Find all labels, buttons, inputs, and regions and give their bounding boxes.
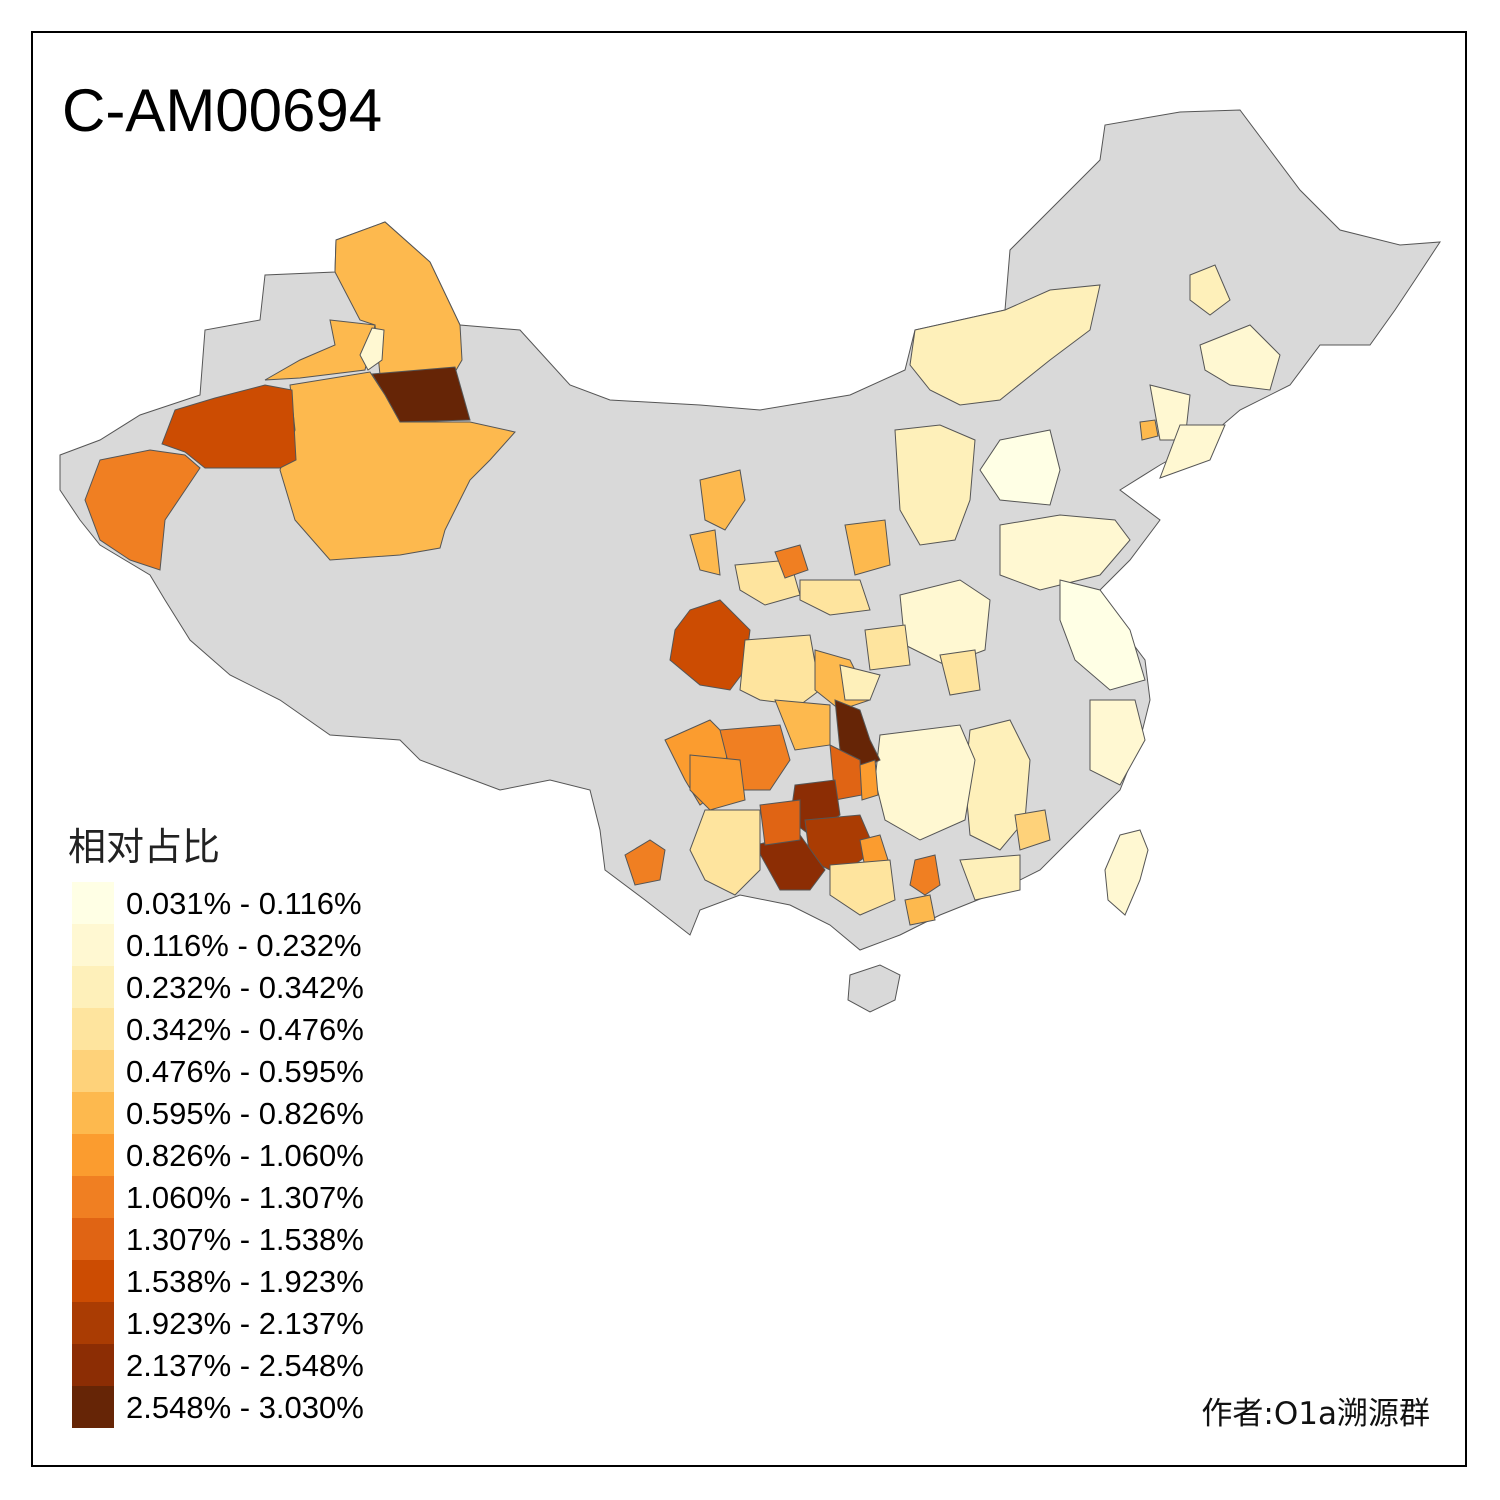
taiwan-island [1104, 829, 1149, 916]
region-sichuan-a [739, 634, 821, 706]
hainan-island [847, 964, 901, 1013]
legend-item: 0.595% - 0.826% [72, 1092, 412, 1134]
legend-swatch [72, 1176, 114, 1218]
region-aba [669, 599, 751, 691]
legend-swatch [72, 1008, 114, 1050]
region-liaoning-c [1159, 424, 1226, 479]
region-guangxi-f [829, 859, 896, 916]
region-shaanxi-b [844, 519, 891, 576]
legend-item: 1.060% - 1.307% [72, 1176, 412, 1218]
legend-label: 0.232% - 0.342% [126, 970, 364, 1005]
legend-label: 0.595% - 0.826% [126, 1096, 364, 1131]
legend-label: 1.307% - 1.538% [126, 1222, 364, 1257]
legend-item: 1.307% - 1.538% [72, 1218, 412, 1260]
region-hubei-b [939, 649, 981, 696]
region-zhejiang [1089, 699, 1146, 786]
legend-label: 1.538% - 1.923% [126, 1264, 364, 1299]
legend-item: 0.116% - 0.232% [72, 924, 412, 966]
region-ningxia [699, 469, 746, 531]
region-gansu-a [689, 529, 721, 576]
legend-item: 1.923% - 2.137% [72, 1302, 412, 1344]
region-shaanxi [799, 579, 871, 616]
legend-swatch [72, 882, 114, 924]
legend-item: 0.826% - 1.060% [72, 1134, 412, 1176]
legend-label: 0.116% - 0.232% [126, 928, 362, 963]
region-gansu-c [774, 544, 809, 579]
region-ili [161, 384, 297, 469]
region-chongqing [839, 664, 881, 701]
region-guangdong-d [904, 894, 936, 926]
region-anhui-jiangsu [1059, 579, 1146, 691]
legend-label: 0.031% - 0.116% [126, 886, 362, 921]
legend-swatch [72, 1050, 114, 1092]
legend-swatch [72, 966, 114, 1008]
legend-label: 1.923% - 2.137% [126, 1306, 364, 1341]
map-title: C-AM00694 [62, 77, 383, 144]
legend-item: 0.342% - 0.476% [72, 1008, 412, 1050]
region-hulunbuir [909, 284, 1101, 406]
region-altay [334, 221, 463, 376]
region-kashgar [84, 449, 201, 571]
legend-label: 0.826% - 1.060% [126, 1138, 364, 1173]
legend-item: 0.232% - 0.342% [72, 966, 412, 1008]
region-guangdong-b [959, 854, 1021, 901]
legend-swatch [72, 1218, 114, 1260]
legend-swatch [72, 1134, 114, 1176]
region-hubei [864, 624, 911, 671]
legend-item: 1.538% - 1.923% [72, 1260, 412, 1302]
region-guizhou-c [859, 759, 879, 801]
region-yunnan-c [624, 839, 666, 886]
legend-swatch [72, 1260, 114, 1302]
legend-swatch [72, 1092, 114, 1134]
legend-swatch [72, 1344, 114, 1386]
legend-swatch [72, 924, 114, 966]
region-yunnan-b [689, 754, 746, 811]
legend-item: 0.031% - 0.116% [72, 882, 412, 924]
legend-swatch [72, 1386, 114, 1428]
region-guangdong-a [1014, 809, 1051, 851]
legend-swatch [72, 1302, 114, 1344]
region-karamay [359, 327, 385, 371]
legend-label: 1.060% - 1.307% [126, 1180, 364, 1215]
legend-label: 2.137% - 2.548% [126, 1348, 364, 1383]
legend-title: 相对占比 [68, 825, 221, 869]
region-liaoning-b [1139, 419, 1159, 441]
legend-label: 2.548% - 3.030% [126, 1390, 364, 1425]
region-heilongjiang-a [1189, 264, 1231, 316]
legend: 0.031% - 0.116% 0.116% - 0.232% 0.232% - 0… [72, 882, 412, 1428]
region-hebei [979, 429, 1061, 506]
region-shandong [999, 514, 1131, 591]
region-hunan [874, 724, 976, 841]
region-shanxi [894, 424, 976, 546]
legend-item: 0.476% - 0.595% [72, 1050, 412, 1092]
region-guangxi-d [759, 799, 801, 846]
author-credit: 作者:O1a溯源群 [1201, 1396, 1430, 1432]
legend-label: 0.476% - 0.595% [126, 1054, 364, 1089]
legend-item: 2.137% - 2.548% [72, 1344, 412, 1386]
region-east-xinjiang [279, 371, 516, 561]
region-guangdong-c [909, 854, 941, 896]
region-yunnan-a [689, 809, 761, 896]
legend-item: 2.548% - 3.030% [72, 1386, 412, 1428]
legend-label: 0.342% - 0.476% [126, 1012, 364, 1047]
region-jilin-a [1199, 324, 1281, 391]
